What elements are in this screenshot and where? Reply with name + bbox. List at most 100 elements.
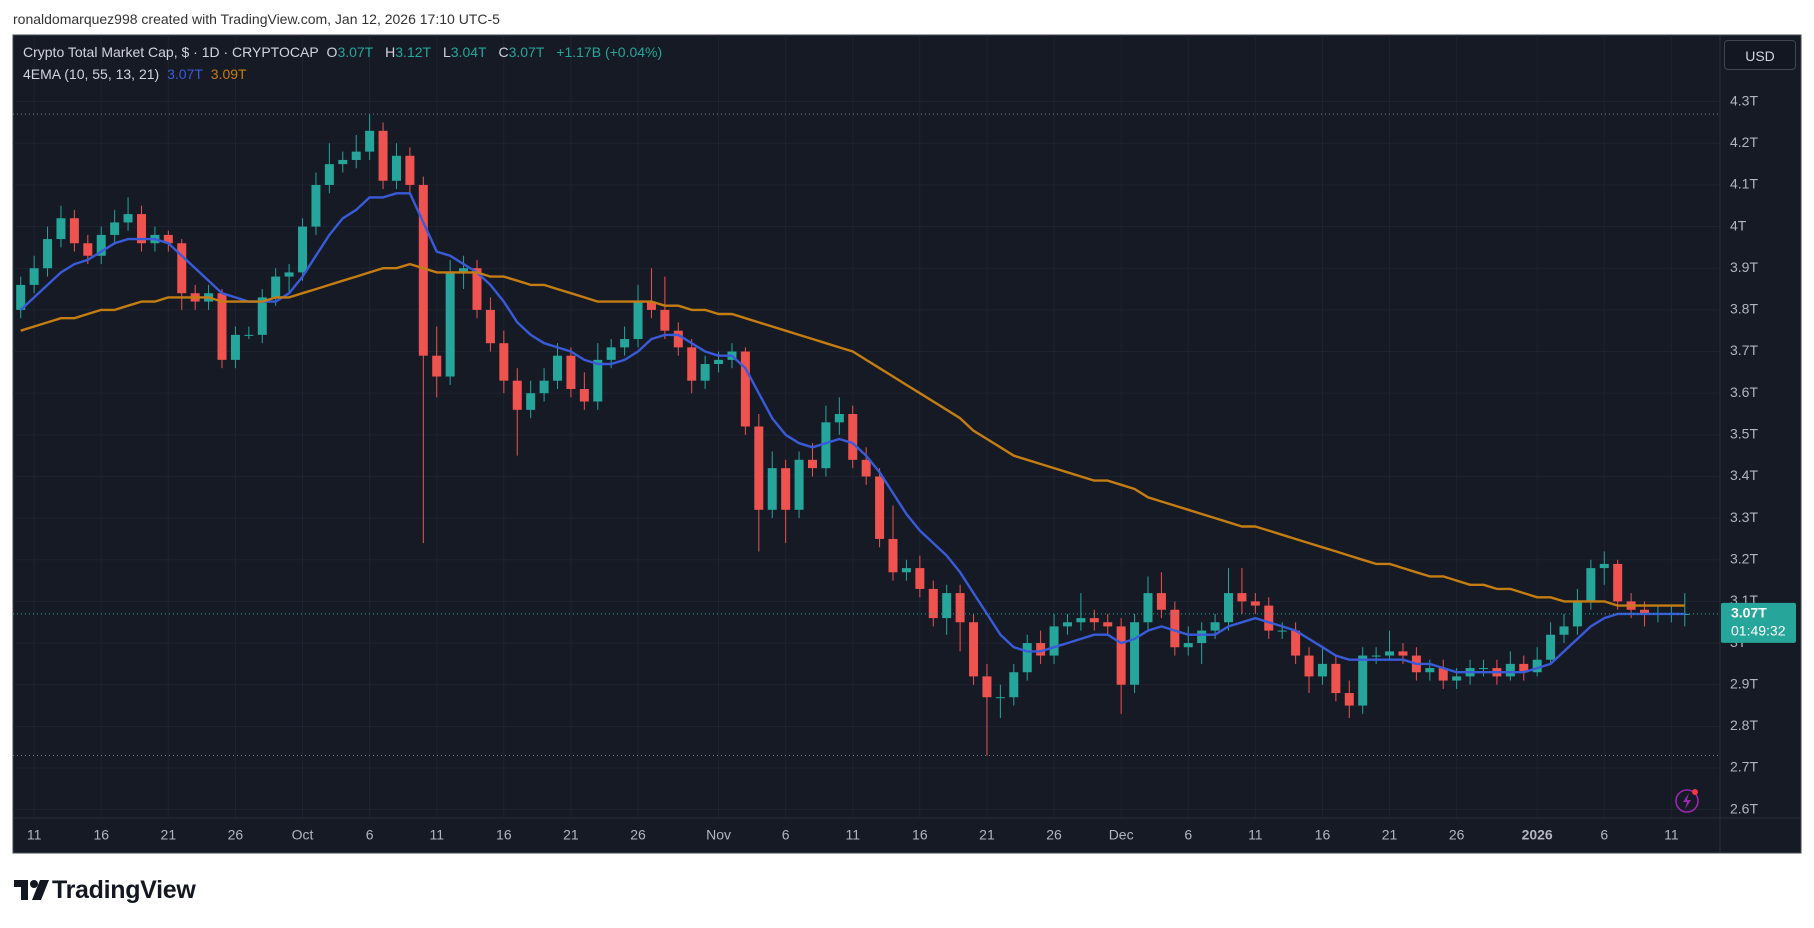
x-tick-label: Dec bbox=[1109, 827, 1134, 843]
candle-body bbox=[1546, 634, 1556, 660]
candle-body bbox=[230, 334, 240, 360]
candle-body bbox=[700, 364, 710, 381]
y-tick-label: 4.1T bbox=[1730, 176, 1758, 192]
candle-body bbox=[1358, 655, 1368, 706]
y-tick-label: 2.6T bbox=[1730, 800, 1758, 816]
candle-body bbox=[633, 301, 643, 340]
candle-body bbox=[593, 359, 603, 402]
candle-body bbox=[553, 355, 563, 381]
candle-body bbox=[767, 468, 777, 510]
candle-body bbox=[244, 334, 254, 336]
y-tick-label: 3.6T bbox=[1730, 384, 1758, 400]
candle-body bbox=[821, 422, 831, 469]
indicator-value: 3.07T bbox=[167, 66, 203, 82]
alert-icon[interactable] bbox=[1675, 789, 1699, 813]
x-tick-label: 11 bbox=[429, 827, 444, 843]
x-tick-label: 6 bbox=[1184, 827, 1192, 843]
x-tick-label: 16 bbox=[912, 827, 928, 843]
candle-body bbox=[781, 468, 791, 510]
close-value: 3.07T bbox=[508, 44, 545, 60]
candle-body bbox=[43, 239, 53, 269]
candle-body bbox=[432, 355, 442, 377]
candle-body bbox=[1452, 676, 1462, 681]
candle-body bbox=[1143, 593, 1153, 623]
candle-body bbox=[1291, 630, 1301, 656]
candle-body bbox=[1264, 605, 1274, 631]
candle-body bbox=[660, 309, 670, 331]
candle-body bbox=[1586, 568, 1596, 602]
candle-body bbox=[807, 459, 817, 469]
x-tick-label: 21 bbox=[161, 827, 177, 843]
x-tick-label: 16 bbox=[496, 827, 512, 843]
open-value: 3.07T bbox=[337, 44, 374, 60]
candle-body bbox=[69, 218, 79, 244]
x-tick-label: 21 bbox=[1382, 827, 1398, 843]
candle-body bbox=[311, 184, 321, 227]
candle-body bbox=[338, 159, 348, 165]
candle-body bbox=[1250, 601, 1260, 606]
x-tick-label: 16 bbox=[1315, 827, 1331, 843]
candle-body bbox=[579, 389, 589, 402]
candle-body bbox=[365, 130, 375, 152]
candle-body bbox=[1116, 626, 1126, 685]
candle-body bbox=[257, 297, 267, 335]
y-tick-label: 4T bbox=[1730, 217, 1747, 233]
candle-body bbox=[942, 593, 952, 619]
candle-body bbox=[1559, 626, 1569, 635]
x-tick-label: 26 bbox=[1046, 827, 1062, 843]
y-tick-label: 4.3T bbox=[1730, 92, 1758, 108]
candle-body bbox=[1183, 643, 1193, 648]
candle-body bbox=[1505, 663, 1515, 677]
candle-body bbox=[888, 538, 898, 573]
candle-body bbox=[1371, 655, 1381, 657]
candle-body bbox=[1519, 663, 1529, 673]
indicator-legend: 4EMA (10, 55, 13, 21) 3.07T 3.09T bbox=[23, 66, 251, 82]
high-value: 3.12T bbox=[395, 44, 432, 60]
ema-line bbox=[19, 192, 1685, 674]
candle-body bbox=[1438, 668, 1448, 681]
indicator-title: 4EMA (10, 55, 13, 21) bbox=[23, 66, 160, 82]
candle-body bbox=[1613, 563, 1623, 602]
high-label: H bbox=[385, 44, 396, 60]
low-value: 3.04T bbox=[450, 44, 487, 60]
candle-body bbox=[687, 347, 697, 381]
y-tick-label: 2.9T bbox=[1730, 675, 1758, 691]
x-tick-label: 11 bbox=[27, 827, 42, 843]
candle-body bbox=[405, 155, 415, 185]
candle-body bbox=[915, 568, 925, 589]
candle-body bbox=[351, 151, 361, 160]
candle-body bbox=[1425, 668, 1435, 673]
candle-body bbox=[1398, 651, 1408, 656]
candle-body bbox=[740, 351, 750, 427]
x-tick-label: 16 bbox=[93, 827, 109, 843]
candle-body bbox=[526, 393, 536, 410]
candle-body bbox=[646, 301, 656, 310]
candle-body bbox=[1304, 655, 1314, 677]
close-label: C bbox=[498, 44, 509, 60]
candle-body bbox=[29, 268, 39, 285]
candle-body bbox=[378, 130, 388, 181]
x-tick-label: 6 bbox=[366, 827, 374, 843]
x-tick-label: 11 bbox=[845, 827, 860, 843]
candle-body bbox=[1210, 622, 1220, 631]
candle-body bbox=[96, 234, 106, 256]
candle-body bbox=[1331, 663, 1341, 694]
currency-button[interactable]: USD bbox=[1724, 40, 1796, 70]
candle-body bbox=[969, 622, 979, 677]
candle-body bbox=[391, 155, 401, 181]
y-tick-label: 3.4T bbox=[1730, 467, 1758, 483]
candle-body bbox=[848, 414, 858, 460]
indicator-value: 3.09T bbox=[210, 66, 247, 82]
y-tick-label: 4.2T bbox=[1730, 134, 1758, 150]
candle-body bbox=[1036, 643, 1046, 656]
candle-body bbox=[794, 459, 804, 510]
candle-body bbox=[136, 214, 146, 244]
candle-body bbox=[1197, 630, 1207, 644]
candle-body bbox=[56, 218, 66, 240]
candle-body bbox=[271, 276, 281, 298]
candle-body bbox=[445, 272, 455, 377]
x-tick-label: 21 bbox=[979, 827, 995, 843]
candle-body bbox=[16, 284, 26, 310]
